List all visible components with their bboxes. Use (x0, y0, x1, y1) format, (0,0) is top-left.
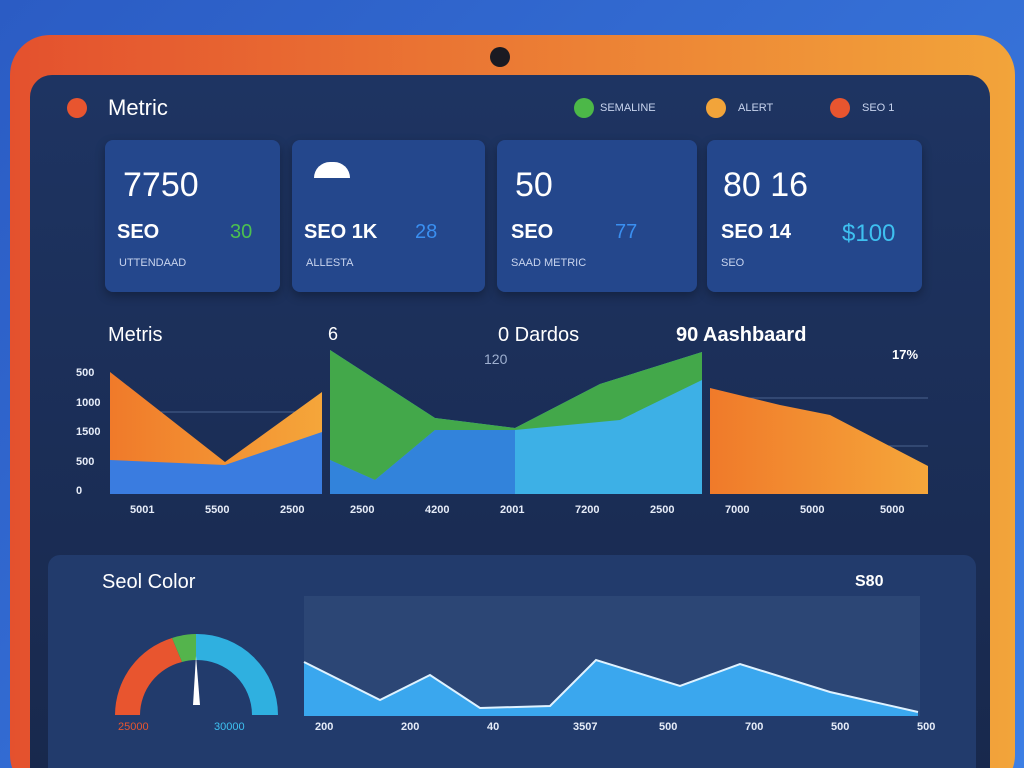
axis-label: 500 (76, 455, 95, 468)
legend-dot (574, 98, 594, 118)
axis-label: 5001 (130, 504, 155, 516)
area (330, 430, 515, 494)
axis-label: 500 (659, 721, 678, 733)
card-value: 80 16 (723, 166, 809, 204)
axis-label: 500 (831, 721, 850, 733)
axis-label: 4200 (425, 504, 450, 516)
area (330, 350, 702, 480)
axis-label: 5000 (880, 504, 905, 516)
chart-label: 90 Aashbaard (676, 324, 807, 346)
gauge-needle (193, 656, 200, 705)
card-sub: SEO (721, 257, 745, 269)
card-label: SEO (511, 221, 554, 243)
axis-label: 2500 (650, 504, 675, 516)
legend-dot (830, 98, 850, 118)
card-delta: 28 (415, 221, 438, 243)
card[interactable]: 50 SEO 77 SAAD METRIC (497, 140, 697, 292)
card-value: 7750 (123, 166, 199, 204)
axis-label: 5500 (205, 504, 230, 516)
line (303, 658, 919, 713)
section-title: Seol Color (102, 571, 196, 593)
section-title: Metris (108, 324, 163, 346)
camera (490, 47, 510, 67)
legend-label[interactable]: ALERT (738, 102, 774, 114)
gauge-label: 25000 (118, 721, 149, 733)
area (304, 660, 918, 716)
axis-label: 700 (745, 721, 764, 733)
card-delta: 30 (230, 221, 253, 243)
card-label: SEO (117, 221, 160, 243)
card-label: SEO 14 (721, 221, 792, 243)
axis-label: 40 (487, 721, 500, 733)
chart-label: 17% (892, 347, 919, 362)
axis-label: 200 (401, 721, 420, 733)
axis-label: 1500 (76, 426, 101, 438)
axis-label: 7000 (725, 504, 750, 516)
legend-label[interactable]: SEMALINE (600, 102, 656, 114)
icon (314, 162, 350, 178)
card[interactable]: 7750 SEO 30 UTTENDAAD (105, 140, 280, 292)
card[interactable]: 80 16 SEO 14 $100 SEO (707, 140, 922, 292)
card-sub: ALLESTA (306, 257, 354, 269)
axis-label: 500 (917, 721, 936, 733)
axis-label: 7200 (575, 504, 600, 516)
gauge-segment (115, 638, 182, 715)
axis-label: 2500 (280, 504, 305, 516)
axis-label: 2001 (500, 504, 525, 516)
badge: S80 (855, 573, 884, 590)
gauge-segment (172, 634, 196, 662)
axis-label: 3507 (573, 721, 598, 733)
area (710, 388, 928, 494)
axis-label: 0 (76, 485, 83, 497)
card-sub: SAAD METRIC (511, 257, 587, 269)
axis-label: 2500 (350, 504, 375, 516)
chart-label: 6 (328, 324, 339, 344)
chart-label: 120 (484, 351, 508, 367)
title: Metric (108, 95, 168, 120)
axis-label: 5000 (800, 504, 825, 516)
card[interactable]: SEO 1K 28 ALLESTA (292, 140, 485, 292)
legend-label[interactable]: SEO 1 (862, 102, 895, 114)
card-delta: $100 (842, 220, 896, 247)
gauge-segment (196, 633, 278, 715)
axis-label: 1000 (76, 396, 101, 409)
chart-label: 0 Dardos (498, 324, 580, 346)
axis-label: 200 (315, 721, 334, 733)
legend-dot (706, 98, 726, 118)
status-dot (67, 98, 87, 118)
card-delta: 77 (615, 221, 638, 243)
gauge-label: 30000 (214, 721, 245, 733)
card-label: SEO 1K (304, 221, 378, 243)
axis-label: 500 (76, 367, 95, 379)
card-value: 50 (515, 166, 553, 204)
area (110, 432, 322, 494)
card-sub: UTTENDAAD (119, 257, 187, 269)
